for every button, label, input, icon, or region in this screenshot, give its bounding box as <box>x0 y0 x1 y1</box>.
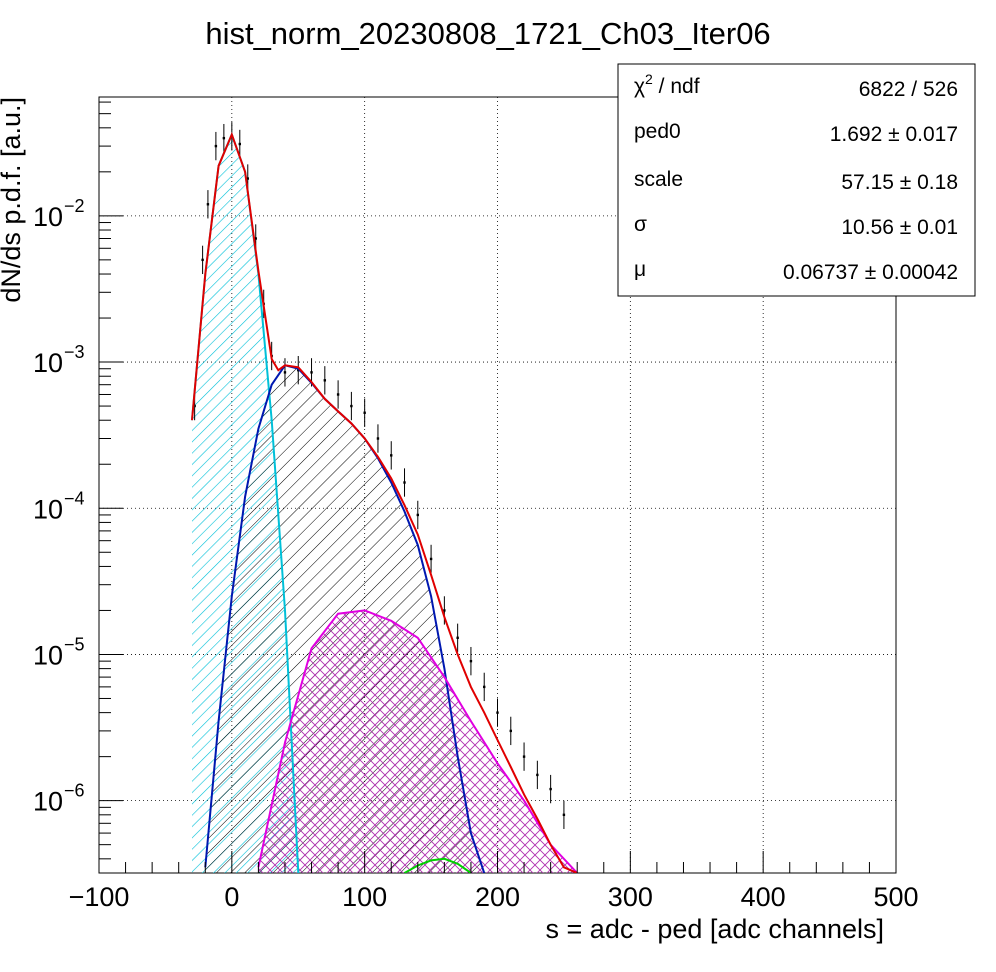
data-point <box>509 729 512 733</box>
data-point <box>254 237 257 240</box>
data-point <box>222 136 226 140</box>
stats-chi2-name: χ2 / ndf <box>634 71 700 98</box>
chart-title: hist_norm_20230808_1721_Ch03_Iter06 <box>205 16 770 51</box>
data-point <box>214 144 218 148</box>
y-tick-base: 10 <box>33 202 63 232</box>
data-point <box>238 142 242 146</box>
stats-box: χ2 / ndf 6822 / 526 ped0 1.692 ± 0.017 sca… <box>617 63 976 297</box>
y-axis-ticks: 10−210−310−410−510−6 <box>33 101 123 860</box>
series-line-2 <box>257 609 578 873</box>
data-point <box>283 371 287 374</box>
data-point <box>483 685 486 689</box>
data-point <box>206 203 210 206</box>
data-point <box>496 711 499 714</box>
y-tick-exponent: −6 <box>64 781 85 801</box>
data-point <box>390 454 393 457</box>
series-line-4 <box>191 131 578 873</box>
x-tick-label: −100 <box>69 882 130 912</box>
component-fills <box>192 134 578 873</box>
y-tick-label: 10 <box>33 640 63 670</box>
fit-curves <box>191 131 578 873</box>
data-point <box>297 368 300 372</box>
y-tick-exponent: −4 <box>64 488 85 508</box>
x-tick-label: 0 <box>224 882 239 912</box>
stats-row-name: σ <box>634 213 647 236</box>
y-tick-exponent: −5 <box>64 634 85 654</box>
data-point <box>522 755 526 758</box>
data-point <box>456 636 459 639</box>
x-tick-label: 200 <box>475 882 520 912</box>
data-point <box>310 371 313 374</box>
y-tick-exponent: −2 <box>64 196 85 216</box>
data-point <box>246 177 249 180</box>
y-tick-base: 10 <box>33 494 63 524</box>
x-tick-label: 100 <box>342 882 387 912</box>
y-tick-base: 10 <box>33 787 63 817</box>
y-tick-base: 10 <box>33 348 63 378</box>
y-tick-exponent: −3 <box>64 342 85 362</box>
data-point <box>363 411 366 414</box>
data-point <box>536 773 539 777</box>
y-tick-label: 10 <box>33 348 63 378</box>
stats-row-value: 1.692 ± 0.017 <box>830 123 958 146</box>
data-point <box>201 258 204 262</box>
y-tick-base: 10 <box>33 640 63 670</box>
stats-chi2-value: 6822 / 526 <box>859 78 958 101</box>
y-tick-label: 10 <box>33 787 63 817</box>
x-tick-label: 300 <box>608 882 653 912</box>
series-fill-2 <box>258 610 578 873</box>
data-point <box>323 379 327 382</box>
x-axis-title: s = adc - ped [adc channels] <box>546 914 884 944</box>
data-point <box>403 481 406 484</box>
data-point <box>376 437 380 440</box>
x-tick-label: 500 <box>873 882 918 912</box>
y-tick-label: 10 <box>33 202 63 232</box>
data-point <box>469 659 473 663</box>
data-point <box>416 513 419 517</box>
data-point <box>336 393 340 396</box>
stats-row-value: 57.15 ± 0.18 <box>841 171 958 194</box>
x-axis-ticks: −100 0 100 200 300 400 500 <box>69 851 919 912</box>
data-point <box>350 404 353 408</box>
y-axis-title: dN/ds p.d.f. [a.u.] <box>0 97 26 303</box>
stats-row-value: 0.06737 ± 0.00042 <box>783 261 958 284</box>
data-point <box>562 813 566 817</box>
stats-row-value: 10.56 ± 0.01 <box>841 216 958 239</box>
series-line-3 <box>404 857 472 873</box>
stats-row-name: μ <box>634 258 646 281</box>
data-point <box>549 787 552 791</box>
stats-row-name: scale <box>634 168 683 191</box>
y-tick-label: 10 <box>33 494 63 524</box>
data-point <box>193 404 196 408</box>
data-point <box>429 557 433 561</box>
stats-row-name: ped0 <box>634 120 681 143</box>
x-tick-label: 400 <box>741 882 786 912</box>
data-point <box>443 609 446 612</box>
